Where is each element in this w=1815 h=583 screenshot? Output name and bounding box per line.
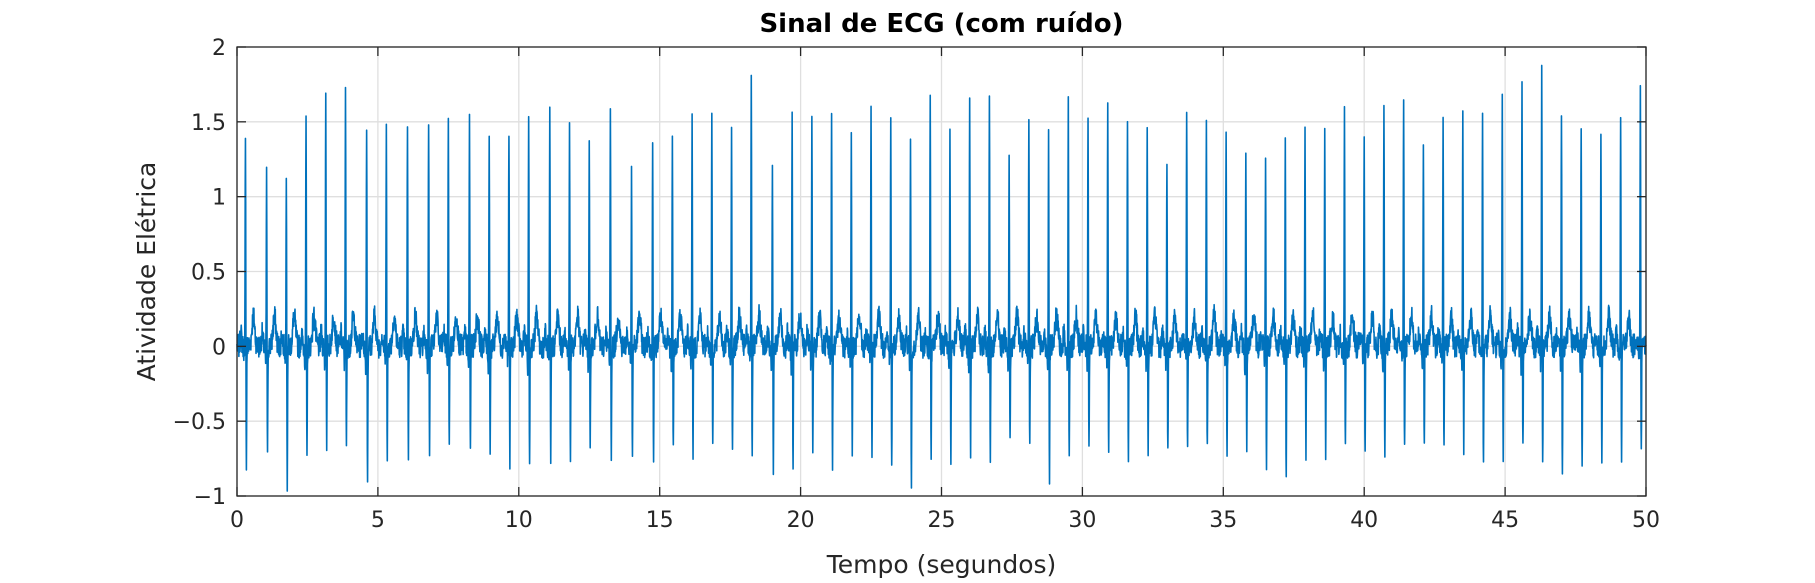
- y-tick-label: 2: [212, 36, 226, 61]
- x-tick-label: 35: [1209, 508, 1237, 533]
- x-tick-label: 40: [1350, 508, 1378, 533]
- x-tick-label: 0: [230, 508, 244, 533]
- series-group: [236, 64, 1647, 492]
- x-tick-label: 50: [1632, 508, 1660, 533]
- x-tick-label: 10: [505, 508, 533, 533]
- ecg-signal-line: [236, 64, 1647, 492]
- x-tick-label: 5: [371, 508, 385, 533]
- y-axis-ticks: −1 −0.5 0 0.5 1 1.5 2: [173, 36, 1646, 510]
- y-tick-label: 1: [212, 186, 226, 211]
- y-axis-label: Atividade Elétrica: [132, 162, 161, 382]
- y-tick-label: 1.5: [191, 111, 226, 136]
- y-tick-label: 0: [212, 335, 226, 360]
- y-tick-label: −1: [194, 485, 226, 510]
- x-tick-label: 45: [1491, 508, 1519, 533]
- chart-title: Sinal de ECG (com ruído): [759, 9, 1123, 39]
- y-tick-label: −0.5: [173, 410, 226, 435]
- x-axis-ticks: 0 5 10 15 20 25 30 35 40 45 50: [230, 47, 1660, 533]
- x-axis-label: Tempo (segundos): [826, 550, 1057, 579]
- x-tick-label: 30: [1068, 508, 1096, 533]
- x-tick-label: 15: [646, 508, 674, 533]
- y-tick-label: 0.5: [191, 261, 226, 286]
- x-tick-label: 20: [787, 508, 815, 533]
- x-tick-label: 25: [928, 508, 956, 533]
